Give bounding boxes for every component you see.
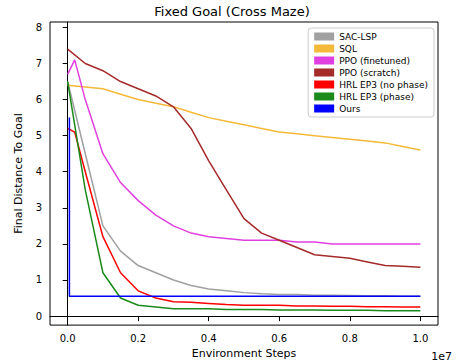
svg-text:HRL EP3 (no phase): HRL EP3 (no phase) [339,80,428,90]
svg-text:0: 0 [36,311,42,322]
svg-text:0.0: 0.0 [60,333,76,344]
svg-text:1: 1 [36,274,42,285]
svg-text:0.8: 0.8 [342,333,358,344]
svg-text:1.0: 1.0 [412,333,428,344]
svg-text:4: 4 [36,166,42,177]
svg-text:2: 2 [36,238,42,249]
svg-text:Ours: Ours [339,104,360,114]
svg-text:PPO (scratch): PPO (scratch) [339,68,400,78]
svg-text:1e7: 1e7 [431,350,452,363]
svg-text:PPO (finetuned): PPO (finetuned) [339,56,410,66]
svg-text:SAC-LSP: SAC-LSP [339,32,377,42]
svg-text:0.4: 0.4 [201,333,217,344]
svg-text:0.2: 0.2 [130,333,146,344]
svg-text:3: 3 [36,202,42,213]
svg-text:7: 7 [36,58,42,69]
svg-text:5: 5 [36,130,42,141]
svg-text:Final Distance To Goal: Final Distance To Goal [12,113,25,234]
svg-text:Fixed Goal (Cross Maze): Fixed Goal (Cross Maze) [154,4,309,19]
svg-text:8: 8 [36,22,42,33]
svg-text:SQL: SQL [339,44,357,54]
svg-text:Environment Steps: Environment Steps [192,347,297,360]
svg-text:0.6: 0.6 [271,333,287,344]
svg-text:HRL EP3 (phase): HRL EP3 (phase) [339,92,414,102]
svg-text:6: 6 [36,94,42,105]
